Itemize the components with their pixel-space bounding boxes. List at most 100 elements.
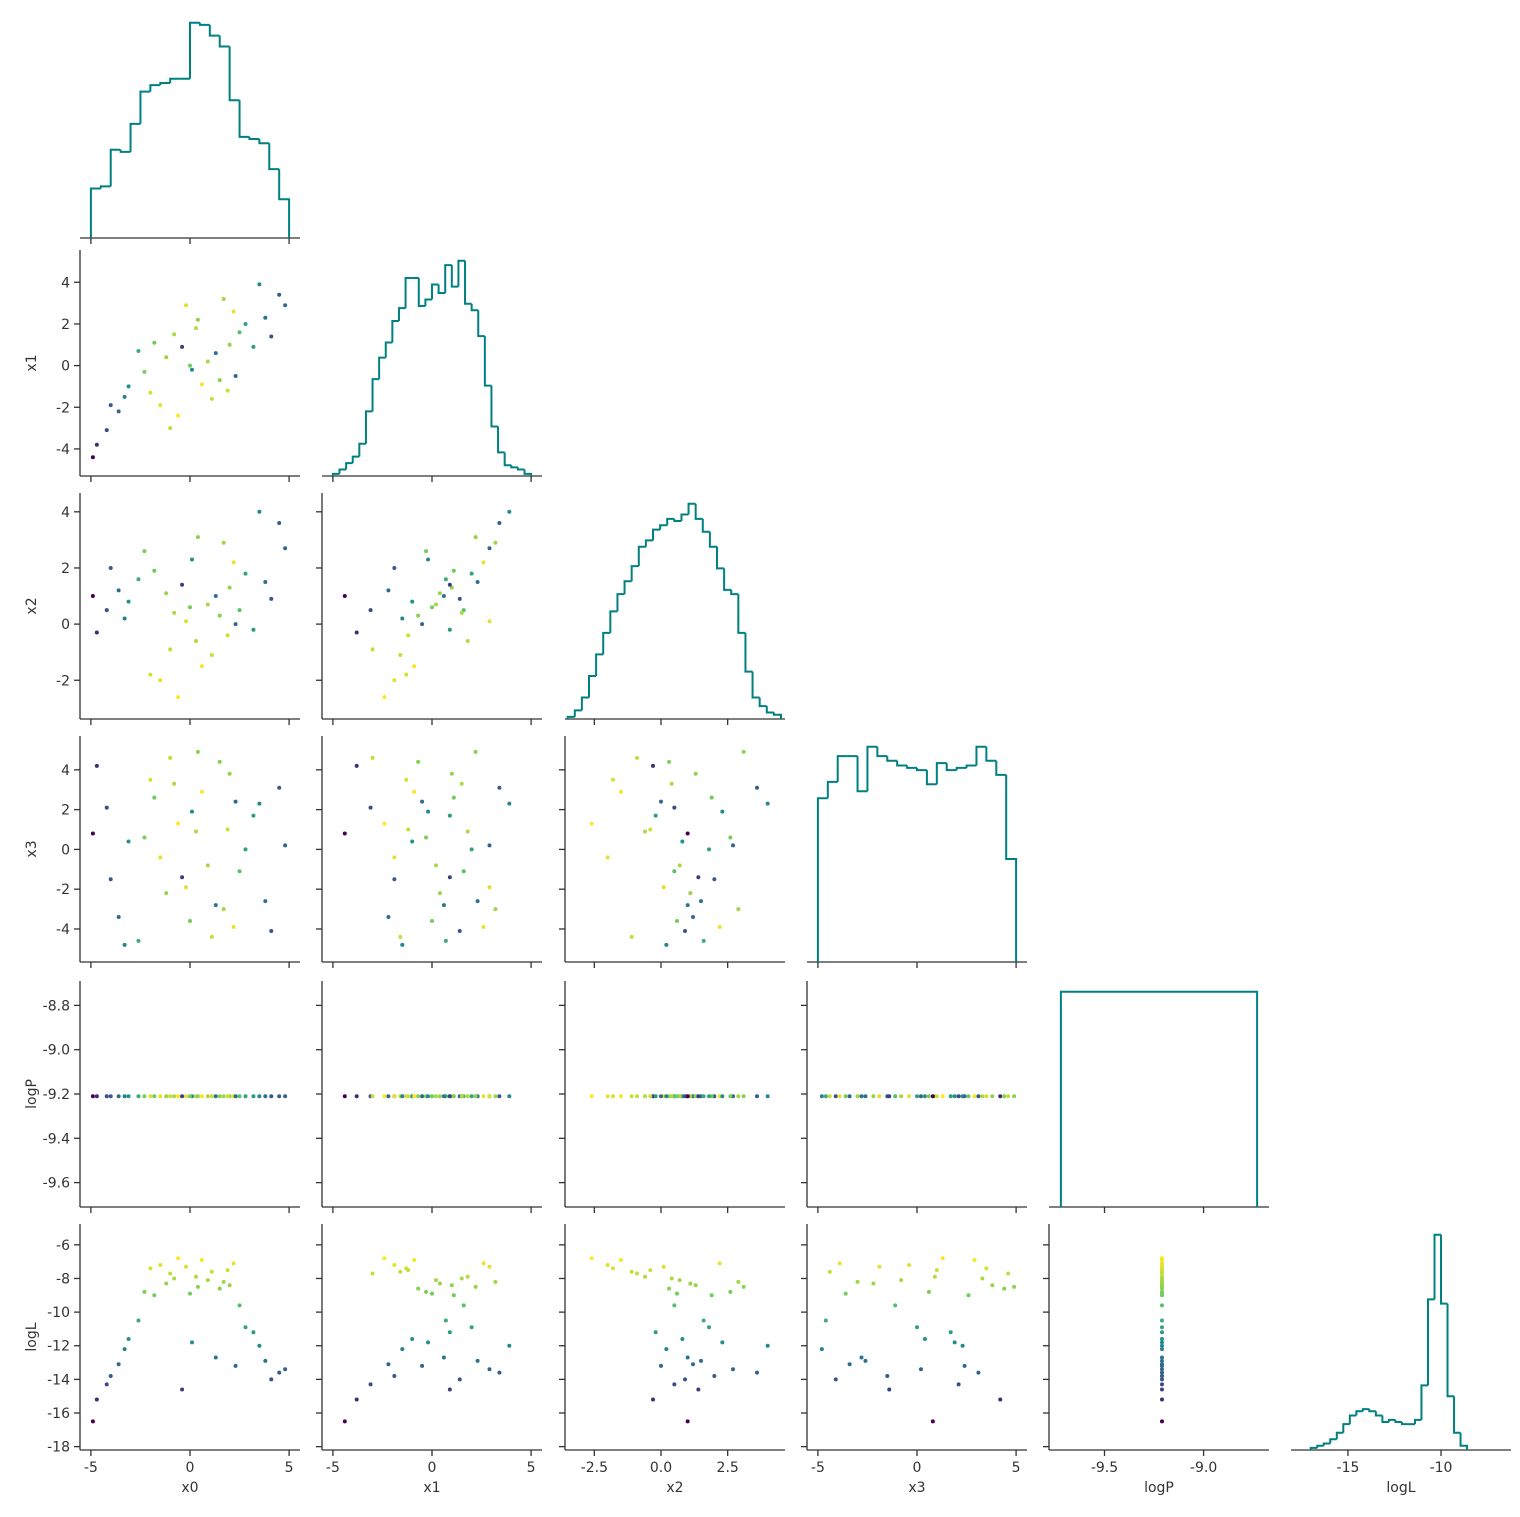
histogram-step [876, 746, 888, 758]
scatter-point [1159, 1325, 1164, 1330]
x-tick-label: -2.5 [581, 1460, 608, 1476]
scatter-point [237, 869, 242, 874]
scatter-point [847, 1094, 852, 1099]
scatter-point [382, 821, 387, 826]
x-tick-label: 2.5 [717, 1460, 739, 1476]
y-tick-label: 4 [61, 505, 70, 521]
scatter-point [386, 1094, 391, 1099]
scatter-point [94, 630, 99, 635]
scatter-point [392, 1374, 397, 1379]
scatter-point [736, 1279, 741, 1284]
scatter-point [1002, 1286, 1007, 1291]
scatter-point [193, 1274, 198, 1279]
scatter-point [205, 359, 210, 364]
scatter-point [104, 1094, 109, 1099]
scatter-point [410, 1337, 415, 1342]
y-tick-label: 0 [61, 359, 70, 375]
scatter-point [243, 1094, 248, 1099]
scatter-point [1159, 1374, 1164, 1379]
scatter-point [1159, 1340, 1164, 1345]
scatter-point [1159, 1268, 1164, 1273]
scatter-point [168, 1094, 173, 1099]
x-tick-label: -5 [84, 1460, 98, 1476]
scatter-point [420, 1094, 425, 1099]
scatter-point [487, 546, 492, 551]
histogram-step [630, 565, 639, 582]
scatter-point [469, 1325, 474, 1330]
scatter-point [717, 1261, 722, 1266]
scatter-point [410, 599, 415, 604]
x-tick-label: 0 [186, 1460, 195, 1476]
histogram-step [1348, 1414, 1357, 1425]
scatter-point [342, 1094, 347, 1099]
histogram-step [1400, 1422, 1409, 1426]
scatter-point [720, 1094, 725, 1099]
histogram-step [268, 143, 280, 171]
histogram-step [566, 715, 575, 719]
histogram-step [758, 697, 767, 708]
scatter-point [199, 789, 204, 794]
scatter-point [507, 1343, 512, 1348]
scatter-point [126, 1337, 131, 1342]
scatter-point [199, 382, 204, 387]
scatter-point [493, 1279, 498, 1284]
histogram-step [694, 503, 703, 520]
scatter-point [354, 1094, 359, 1099]
scatter-point [354, 1397, 359, 1402]
x-tick-label: 0.0 [650, 1460, 672, 1476]
scatter-point [277, 785, 282, 790]
scatter-point [231, 1261, 236, 1266]
scatter-point [765, 1094, 770, 1099]
scatter-point [354, 763, 359, 768]
histogram-step [816, 797, 828, 962]
y-tick-label: -6 [56, 1238, 70, 1254]
scatter-point [855, 1279, 860, 1284]
histogram-step [602, 631, 611, 655]
histogram-step [1453, 1396, 1461, 1434]
scatter-point [152, 795, 157, 800]
histogram-step [358, 442, 366, 457]
histogram-step [391, 320, 399, 343]
scatter-point [837, 1094, 842, 1099]
scatter-point [116, 1094, 121, 1099]
y-tick-label: 2 [61, 317, 70, 333]
histogram-step [935, 762, 947, 785]
y-tick-label: -8 [56, 1271, 70, 1287]
scatter-point [400, 942, 405, 947]
scatter-point [966, 1094, 971, 1099]
scatter-point [136, 938, 141, 943]
scatter-point [136, 1094, 141, 1099]
histogram-step [198, 22, 210, 26]
scatter-point [225, 1268, 230, 1273]
scatter-point [277, 292, 282, 297]
scatter-point [915, 1094, 919, 1099]
scatter-point [382, 695, 387, 700]
scatter-point [172, 781, 177, 786]
scatter-point [231, 924, 236, 929]
scatter-point [877, 1264, 882, 1269]
histogram-step [1381, 1415, 1389, 1424]
histogram-step [765, 706, 774, 714]
scatter-point [424, 1289, 429, 1294]
histogram-step [1459, 1432, 1469, 1450]
histogram-step [371, 378, 380, 412]
histogram-step [1420, 1384, 1428, 1420]
histogram-step [1355, 1410, 1363, 1416]
scatter-point [221, 296, 226, 301]
scatter-point [188, 919, 192, 924]
scatter-point [952, 1340, 957, 1345]
scatter-point [871, 1281, 876, 1286]
scatter-point [180, 344, 185, 349]
scatter-point [877, 1094, 882, 1099]
histogram-step [1394, 1419, 1402, 1424]
histogram-step [673, 518, 682, 522]
y-axis-label: x1 [24, 354, 40, 371]
scatter-point [188, 605, 192, 610]
scatter-point [918, 1094, 923, 1099]
scatter-point [142, 1289, 147, 1294]
scatter-point [893, 1094, 898, 1099]
scatter-point [209, 1094, 214, 1099]
scatter-point [430, 919, 434, 924]
scatter-point [712, 877, 717, 882]
scatter-point [990, 1283, 995, 1288]
